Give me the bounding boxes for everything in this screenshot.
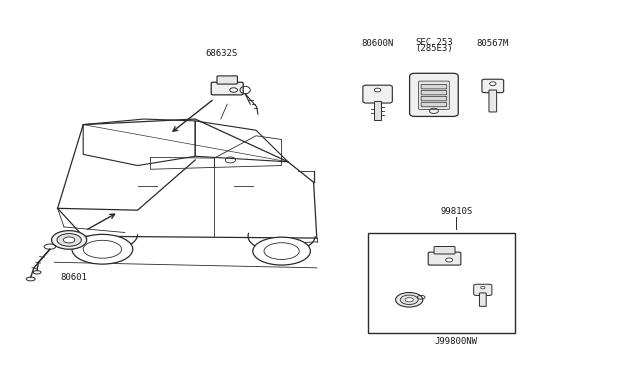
- Text: SEC.253: SEC.253: [415, 38, 452, 46]
- Ellipse shape: [63, 237, 75, 243]
- FancyBboxPatch shape: [434, 247, 455, 254]
- Ellipse shape: [264, 243, 300, 260]
- Ellipse shape: [400, 295, 418, 305]
- FancyBboxPatch shape: [421, 84, 447, 89]
- FancyBboxPatch shape: [482, 79, 504, 93]
- Text: J99800NW: J99800NW: [435, 337, 478, 346]
- Text: 80600N: 80600N: [362, 39, 394, 48]
- FancyBboxPatch shape: [489, 90, 497, 112]
- Ellipse shape: [405, 298, 413, 302]
- FancyBboxPatch shape: [410, 73, 458, 116]
- FancyBboxPatch shape: [428, 252, 461, 265]
- FancyBboxPatch shape: [421, 96, 447, 101]
- Circle shape: [374, 88, 381, 92]
- Bar: [368, 232, 515, 333]
- Ellipse shape: [72, 234, 133, 264]
- FancyBboxPatch shape: [421, 102, 447, 107]
- Ellipse shape: [396, 292, 423, 307]
- Circle shape: [445, 258, 452, 262]
- Text: (285E3): (285E3): [415, 44, 452, 53]
- Text: 80567M: 80567M: [477, 39, 509, 48]
- Ellipse shape: [83, 240, 122, 258]
- Ellipse shape: [57, 234, 81, 246]
- FancyBboxPatch shape: [474, 284, 492, 295]
- FancyBboxPatch shape: [211, 82, 243, 95]
- Polygon shape: [374, 101, 381, 120]
- Ellipse shape: [52, 231, 87, 249]
- Text: 99810S: 99810S: [440, 207, 472, 216]
- Ellipse shape: [253, 237, 310, 265]
- FancyBboxPatch shape: [419, 81, 449, 109]
- Text: 68632S: 68632S: [205, 49, 237, 58]
- Circle shape: [230, 88, 237, 92]
- FancyBboxPatch shape: [421, 90, 447, 95]
- FancyBboxPatch shape: [479, 293, 486, 307]
- FancyBboxPatch shape: [363, 85, 392, 103]
- FancyBboxPatch shape: [217, 76, 237, 84]
- Text: 80601: 80601: [60, 273, 87, 282]
- Circle shape: [481, 286, 485, 289]
- Circle shape: [490, 82, 496, 86]
